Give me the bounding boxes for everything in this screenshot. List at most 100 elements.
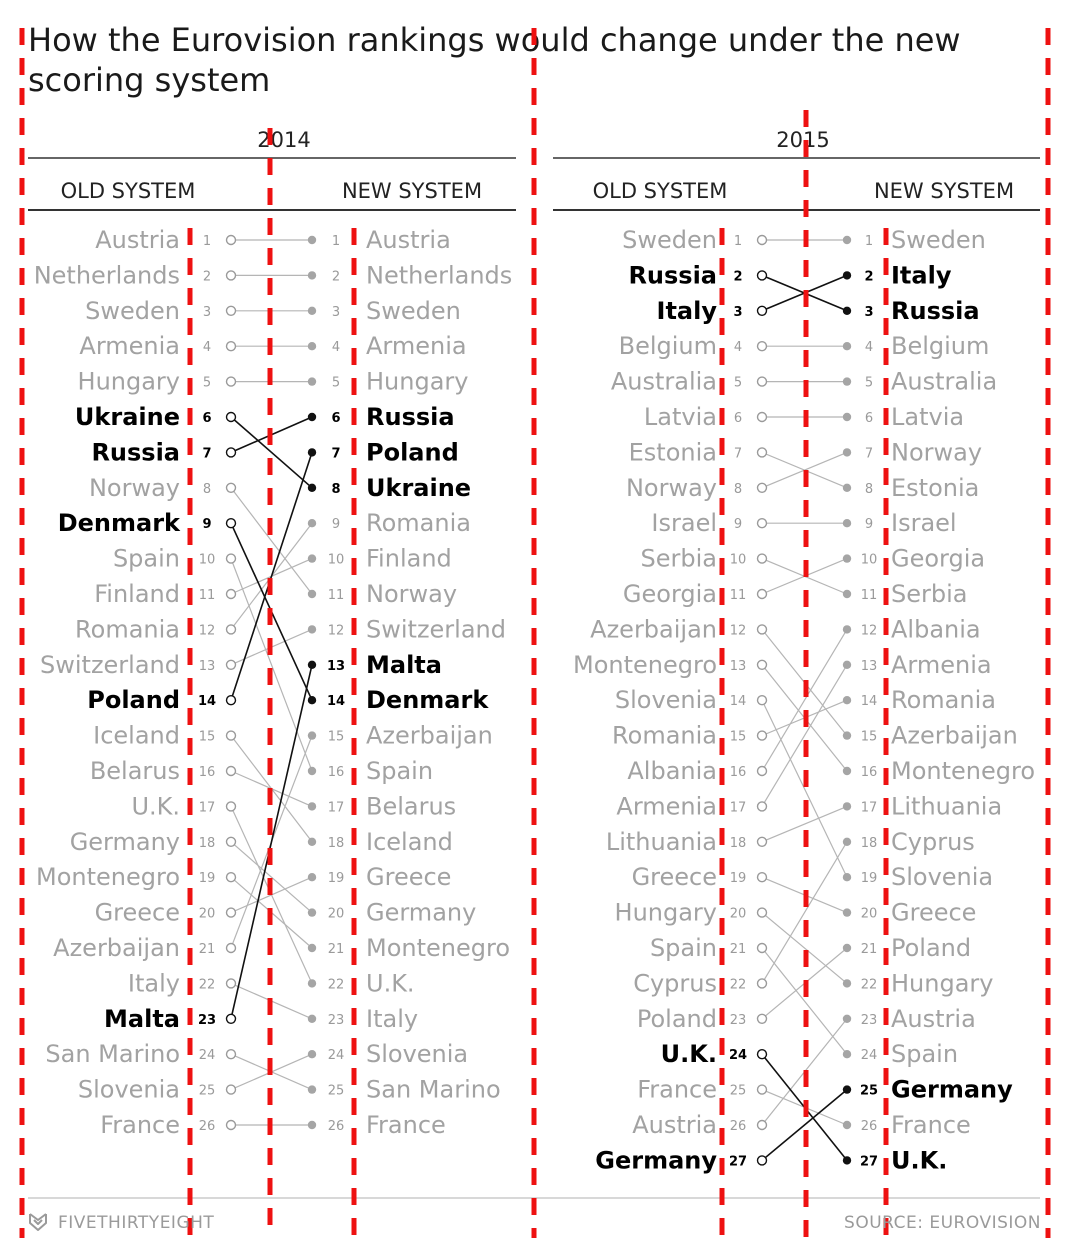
- old-country-greece: Greece: [632, 863, 717, 891]
- old-rank-10: 10: [730, 553, 747, 568]
- new-country-albania: Albania: [891, 615, 981, 643]
- old-country-france: France: [100, 1111, 180, 1139]
- new-country-u-k: U.K.: [891, 1146, 947, 1174]
- new-country-france: France: [366, 1111, 446, 1139]
- connector-cyprus: [761, 841, 848, 984]
- new-country-romania: Romania: [366, 509, 471, 537]
- old-country-germany: Germany: [595, 1146, 717, 1174]
- old-point-austria: [756, 1119, 768, 1131]
- old-country-belgium: Belgium: [619, 332, 717, 360]
- old-country-latvia: Latvia: [644, 403, 717, 431]
- old-point-malta: [225, 1013, 237, 1024]
- new-rank-26: 26: [861, 1119, 878, 1134]
- connector-lines: [230, 239, 313, 1126]
- old-country-montenegro: Montenegro: [36, 863, 180, 891]
- old-rank-4: 4: [203, 340, 211, 355]
- old-rank-24: 24: [199, 1048, 216, 1063]
- old-rank-6: 6: [734, 411, 742, 426]
- old-country-iceland: Iceland: [93, 722, 180, 750]
- year-label: 2014: [257, 128, 310, 152]
- old-rank-3: 3: [203, 305, 211, 320]
- new-point-germany: [307, 908, 317, 917]
- old-country-albania: Albania: [627, 757, 717, 785]
- new-point-austria: [307, 235, 317, 245]
- new-rank-20: 20: [328, 907, 345, 922]
- new-country-armenia: Armenia: [891, 651, 992, 679]
- new-point-israel: [842, 519, 852, 528]
- new-rank-22: 22: [328, 977, 345, 992]
- new-rank-22: 22: [861, 977, 878, 992]
- old-country-switzerland: Switzerland: [40, 651, 180, 679]
- new-rank-6: 6: [331, 411, 340, 426]
- year-label: 2015: [776, 128, 829, 152]
- new-rank-17: 17: [861, 800, 878, 815]
- new-point-armenia: [307, 342, 317, 351]
- old-point-belarus: [225, 765, 237, 777]
- old-rank-27: 27: [729, 1154, 747, 1169]
- new-point-ukraine: [307, 483, 317, 492]
- old-rank-13: 13: [730, 659, 747, 674]
- new-country-denmark: Denmark: [366, 686, 489, 714]
- new-point-france: [307, 1120, 317, 1130]
- new-rank-8: 8: [331, 482, 340, 497]
- new-rank-25: 25: [860, 1084, 878, 1099]
- new-rank-6: 6: [865, 411, 873, 426]
- new-country-u-k: U.K.: [366, 969, 415, 997]
- new-point-armenia: [842, 660, 852, 669]
- new-point-serbia: [842, 589, 852, 599]
- old-country-austria: Austria: [95, 226, 180, 254]
- old-country-australia: Australia: [611, 368, 717, 396]
- new-country-norway: Norway: [891, 438, 982, 466]
- new-point-u-k: [307, 979, 317, 988]
- old-country-spain: Spain: [650, 934, 717, 962]
- old-rank-14: 14: [198, 694, 216, 709]
- new-point-sweden: [842, 235, 852, 245]
- old-rank-5: 5: [203, 376, 211, 391]
- old-point-armenia: [756, 801, 768, 812]
- new-point-poland: [307, 448, 317, 457]
- old-point-sweden: [225, 305, 237, 316]
- new-rank-25: 25: [328, 1084, 345, 1099]
- old-country-estonia: Estonia: [629, 438, 717, 466]
- new-country-switzerland: Switzerland: [366, 615, 506, 643]
- old-country-spain: Spain: [113, 545, 180, 573]
- old-country-denmark: Denmark: [58, 509, 181, 537]
- new-rank-2: 2: [864, 269, 873, 284]
- old-rank-9: 9: [734, 517, 742, 532]
- old-point-hungary: [225, 376, 237, 387]
- new-point-spain: [307, 766, 317, 776]
- new-country-azerbaijan: Azerbaijan: [891, 722, 1018, 750]
- new-country-netherlands: Netherlands: [366, 261, 512, 289]
- new-country-montenegro: Montenegro: [366, 934, 510, 962]
- old-rank-10: 10: [199, 553, 216, 568]
- old-rank-14: 14: [730, 694, 747, 709]
- new-country-russia: Russia: [366, 403, 455, 431]
- old-country-slovenia: Slovenia: [615, 686, 717, 714]
- old-point-israel: [756, 518, 768, 529]
- new-rank-13: 13: [327, 659, 345, 674]
- new-point-greece: [842, 908, 852, 917]
- new-point-georgia: [842, 554, 852, 563]
- old-point-poland: [225, 695, 237, 706]
- new-point-italy: [307, 1014, 317, 1023]
- old-rank-4: 4: [734, 340, 742, 355]
- old-country-poland: Poland: [87, 686, 180, 714]
- old-point-ukraine: [225, 411, 237, 423]
- new-rank-23: 23: [328, 1013, 345, 1028]
- old-rank-16: 16: [199, 765, 216, 780]
- connector-spain: [230, 558, 313, 772]
- old-country-romania: Romania: [612, 722, 717, 750]
- old-country-hungary: Hungary: [615, 899, 717, 927]
- new-rank-3: 3: [864, 305, 873, 320]
- connector-norway: [230, 487, 313, 595]
- old-point-russia: [225, 447, 237, 458]
- new-point-france: [842, 1120, 852, 1130]
- guide-overlay: [19, 28, 1051, 1238]
- new-point-lithuania: [842, 802, 852, 811]
- old-country-sweden: Sweden: [622, 226, 717, 254]
- new-country-malta: Malta: [366, 651, 442, 679]
- old-country-serbia: Serbia: [641, 545, 717, 573]
- new-point-greece: [307, 873, 317, 882]
- new-rank-10: 10: [861, 553, 878, 568]
